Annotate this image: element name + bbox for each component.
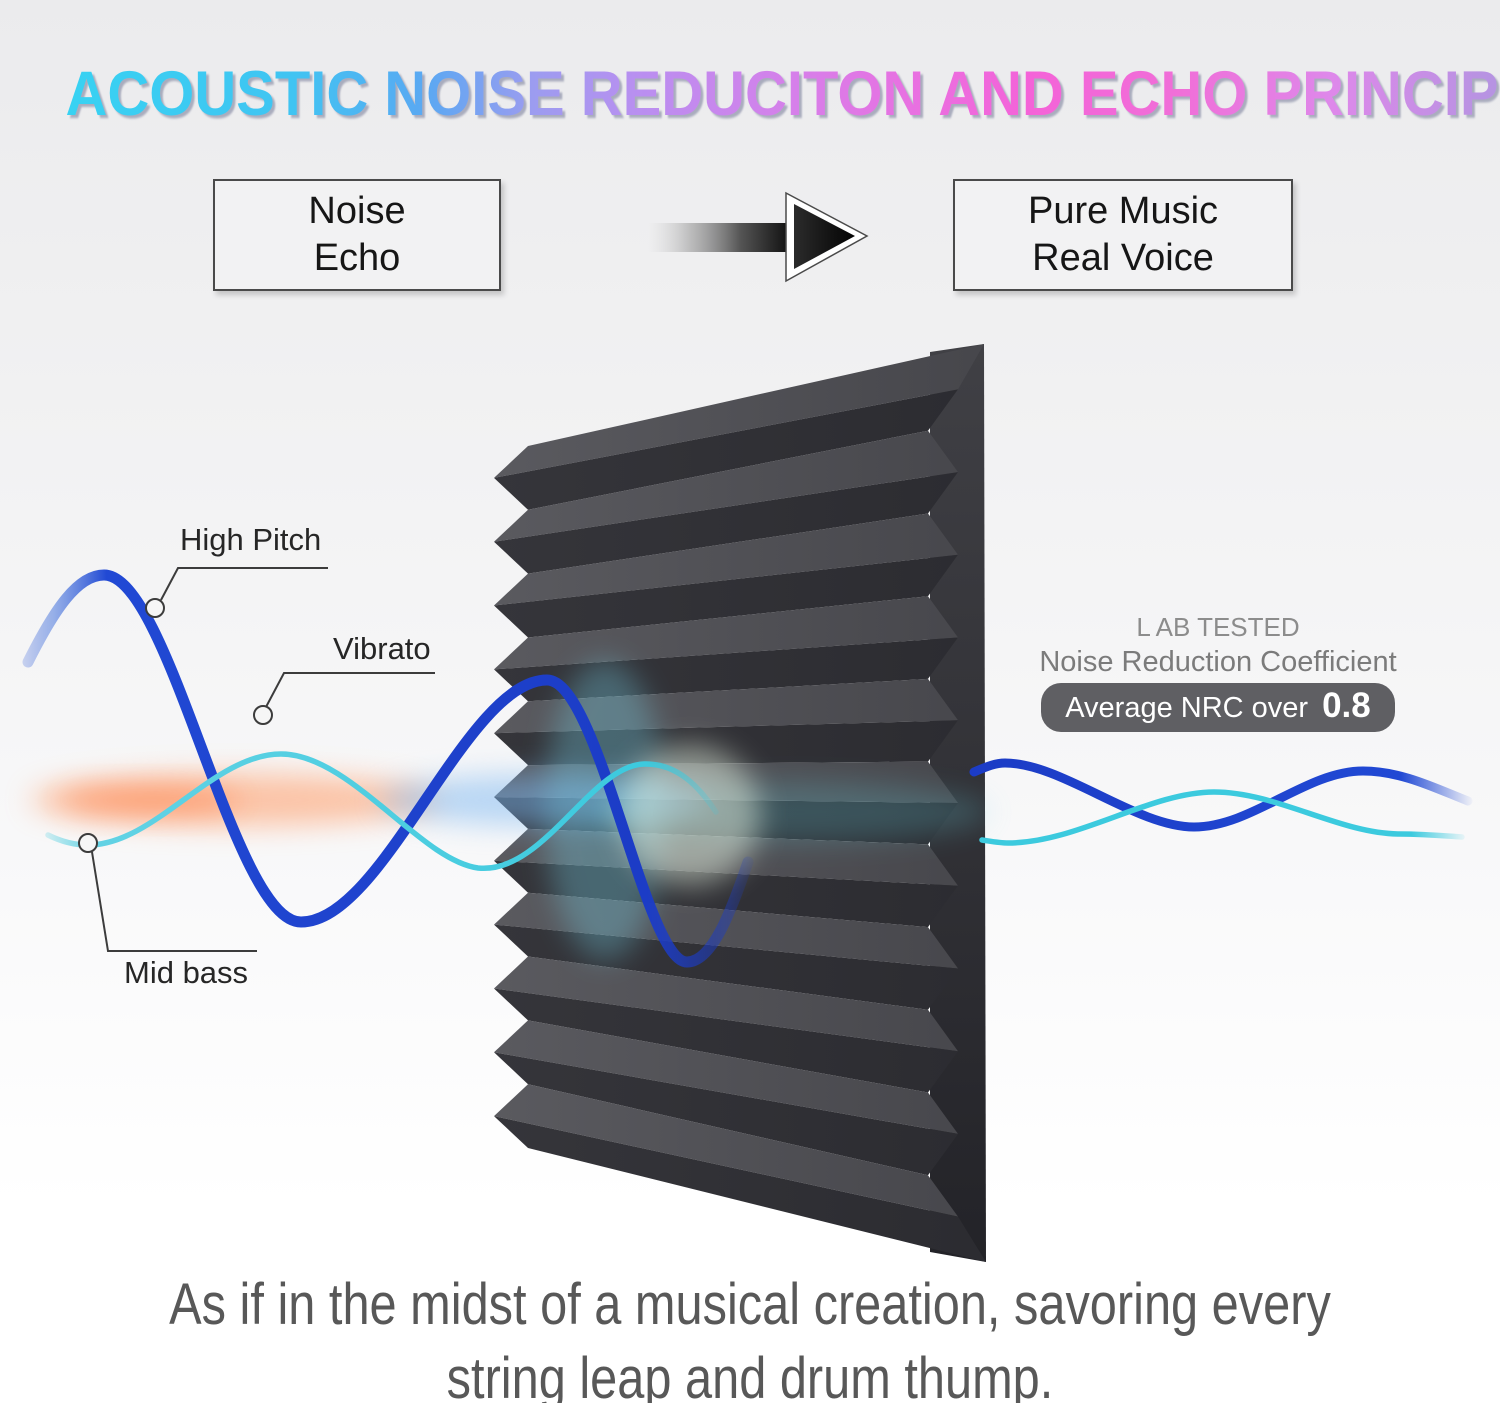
nrc-badge-value: 0.8 <box>1322 686 1371 725</box>
blue-wave-right <box>969 758 1473 832</box>
wave-label-leaders <box>78 567 435 952</box>
vibrato-marker <box>253 705 273 725</box>
high-pitch-leader <box>160 567 328 601</box>
vibrato-leader <box>265 672 435 708</box>
pure-music-box: Pure Music Real Voice <box>953 179 1293 291</box>
nrc-line: Noise Reduction Coefficient <box>1039 646 1397 678</box>
high-pitch-marker <box>145 598 165 618</box>
noise-echo-box: Noise Echo <box>213 179 501 291</box>
mid-bass-leader <box>91 851 257 952</box>
nrc-badge-text: Average NRC over <box>1065 692 1309 724</box>
caption-line-2: string leap and drum thump. <box>446 1346 1054 1403</box>
cyan-wave-left <box>45 751 719 871</box>
bottom-caption: As if in the midst of a musical creation… <box>120 1268 1380 1403</box>
echo-label: Echo <box>313 237 401 279</box>
mid-bass-label: Mid bass <box>124 955 249 990</box>
nrc-badge: Average NRC over 0.8 <box>1041 683 1395 732</box>
page-title: ACOUSTIC NOISE REDUCITON AND ECHO PRINCI… <box>0 58 1500 130</box>
real-voice-label: Real Voice <box>1032 237 1214 279</box>
page-title-text: ACOUSTIC NOISE REDUCITON AND ECHO PRINCI… <box>66 58 1500 130</box>
right-arrow-icon <box>648 191 869 283</box>
blue-waveform-spikes <box>373 569 563 1035</box>
lab-tested-line: L AB TESTED <box>1136 612 1300 642</box>
pure-music-label: Pure Music <box>1027 190 1219 232</box>
vibrato-label: Vibrato <box>333 631 431 666</box>
sound-waves <box>22 569 1473 968</box>
caption-line-1: As if in the midst of a musical creation… <box>169 1272 1331 1337</box>
mid-bass-marker <box>78 833 98 853</box>
noise-label: Noise <box>308 190 406 232</box>
high-pitch-label: High Pitch <box>180 522 322 557</box>
cyan-wave-right <box>979 789 1465 846</box>
lab-tested-block: L AB TESTED Noise Reduction Coefficient … <box>1018 610 1418 732</box>
